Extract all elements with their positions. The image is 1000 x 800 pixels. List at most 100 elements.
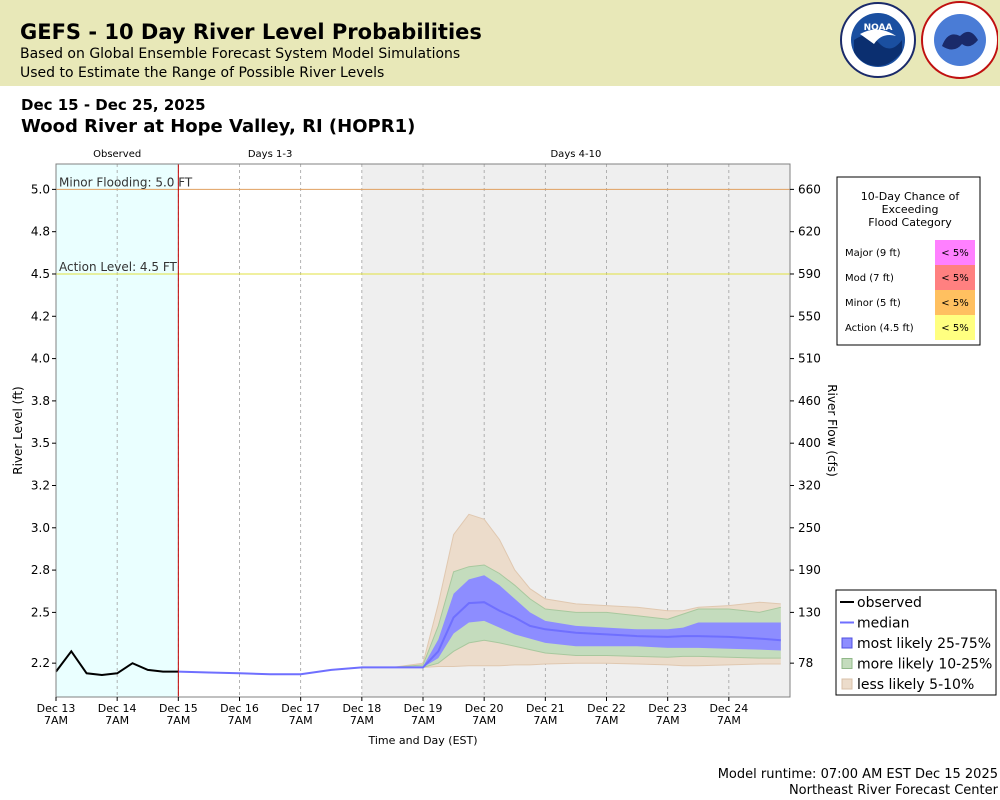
y2-tick-label-10: 620 [798,225,821,239]
x-tick-time-9: 7AM [594,714,618,727]
legend-label-band_10_25: more likely 10-25% [857,657,992,673]
x-tick-date-5: Dec 18 [342,702,381,715]
x-tick-time-8: 7AM [533,714,557,727]
flood-row-label-2: Minor (5 ft) [845,298,901,309]
x-tick-time-1: 7AM [105,714,129,727]
y2-tick-label-4: 320 [798,478,821,492]
x-tick-date-11: Dec 24 [709,702,748,715]
y2-tick-label-1: 130 [798,605,821,619]
threshold-lines: Minor Flooding: 5.0 FT Action Level: 4.5 … [56,164,790,697]
x-tick-date-1: Dec 14 [98,702,137,715]
y2-tick-label-0: 78 [798,656,813,670]
page-title: GEFS - 10 Day River Level Probabilities [20,20,482,44]
threshold-label-0: Minor Flooding: 5.0 FT [59,175,193,189]
flood-row-value-0: < 5% [941,248,968,259]
x-tick-time-6: 7AM [411,714,435,727]
forecast-center: Northeast River Forecast Center [788,783,998,798]
x-tick-time-3: 7AM [227,714,251,727]
band-25-75-percent [178,575,781,675]
legend-swatch-band_10_25 [841,658,853,669]
x-tick-time-0: 7AM [44,714,68,727]
legend-box [835,589,997,696]
page-subtitle-2: Used to Estimate the Range of Possible R… [20,65,385,81]
y-tick-label-1: 2.5 [31,605,50,619]
agency-logos: NOAA [840,1,998,79]
legend-label-median: median [857,616,909,632]
x-tick-date-8: Dec 21 [526,702,565,715]
y2-tick-label-3: 250 [798,521,821,535]
y-tick-label-9: 4.5 [31,267,50,281]
x-tick-time-5: 7AM [350,714,374,727]
region-label-2: Days 4-10 [550,149,601,160]
x-tick-date-10: Dec 23 [648,702,687,715]
flood-row-label-3: Action (4.5 ft) [845,323,914,334]
flood-row-value-3: < 5% [941,323,968,334]
x-tick-date-2: Dec 15 [159,702,198,715]
y-tick-label-10: 4.8 [31,225,50,239]
legend-label-band_5_10: less likely 5-10% [857,677,974,693]
region-label-0: Observed [93,149,141,160]
legend-label-band_25_75: most likely 25-75% [857,636,991,652]
flood-row-cell-1 [935,265,975,290]
threshold-label-1: Action Level: 4.5 FT [59,260,178,274]
flood-row-value-1: < 5% [941,273,968,284]
noaa-logo-icon: NOAA [840,2,916,78]
x-tick-time-11: 7AM [717,714,741,727]
flood-row-cell-2 [935,290,975,315]
y-tick-label-5: 3.5 [31,436,50,450]
x-axis-label: Time and Day (EST) [367,734,477,747]
y-axis-label: River Level (ft) [11,386,25,474]
x-tick-time-2: 7AM [166,714,190,727]
x-tick-date-7: Dec 20 [465,702,504,715]
y2-tick-label-11: 660 [798,182,821,196]
legend-swatch-band_25_75 [841,637,853,649]
median-line [178,601,781,676]
observed-line [55,649,179,677]
y-tick-label-7: 4.0 [31,352,50,366]
y-tick-label-3: 3.0 [31,521,50,535]
legend: observed median most likely 25-75% more lik… [835,589,997,696]
flood-table-title-1: Exceeding [882,203,939,216]
x-tick-time-10: 7AM [656,714,680,727]
y-tick-label-6: 3.8 [31,394,50,408]
y2-tick-label-2: 190 [798,563,821,577]
y-tick-label-2: 2.8 [31,563,50,577]
region-label-1: Days 1-3 [248,149,292,160]
model-runtime: Model runtime: 07:00 AM EST Dec 15 2025 [717,767,998,782]
series-lines [55,513,781,677]
flood-row-value-2: < 5% [941,298,968,309]
noaa-logo-text: NOAA [864,23,893,33]
y-tick-label-8: 4.2 [31,309,50,323]
y2-tick-label-8: 550 [798,309,821,323]
header-banner: GEFS - 10 Day River Level Probabilities … [0,0,1000,86]
y2-tick-label-7: 510 [798,352,821,366]
y2-tick-label-6: 460 [798,394,821,408]
x-tick-time-7: 7AM [472,714,496,727]
y-tick-label-0: 2.2 [31,656,50,670]
flood-row-label-1: Mod (7 ft) [845,273,894,284]
probability-bands [178,514,781,675]
x-tick-time-4: 7AM [289,714,313,727]
legend-label-observed: observed [857,595,922,611]
y-tick-label-4: 3.2 [31,478,50,492]
flood-table-title-0: 10-Day Chance of [861,190,961,203]
legend-swatch-band_5_10 [841,678,853,690]
x-tick-date-3: Dec 16 [220,702,259,715]
flood-row-label-0: Major (9 ft) [845,248,901,259]
x-tick-date-6: Dec 19 [404,702,443,715]
y2-tick-label-5: 400 [798,436,821,450]
date-range: Dec 15 - Dec 25, 2025 [21,96,206,114]
y2-tick-label-9: 590 [798,267,821,281]
page-subtitle-1: Based on Global Ensemble Forecast System… [20,46,461,62]
flood-row-cell-3 [935,315,975,340]
axes: 2.2 2.5 2.8 3.0 3.2 3.5 3.8 4.0 4.2 4.5 4.8 5.0 78 13… [11,163,839,747]
x-tick-date-0: Dec 13 [37,702,76,715]
flood-table-title-2: Flood Category [868,216,952,229]
x-tick-date-9: Dec 22 [587,702,626,715]
y2-axis-label: River Flow (cfs) [825,384,839,477]
flood-row-cell-0 [935,240,975,265]
x-tick-date-4: Dec 17 [281,702,320,715]
station-name: Wood River at Hope Valley, RI (HOPR1) [21,116,416,137]
